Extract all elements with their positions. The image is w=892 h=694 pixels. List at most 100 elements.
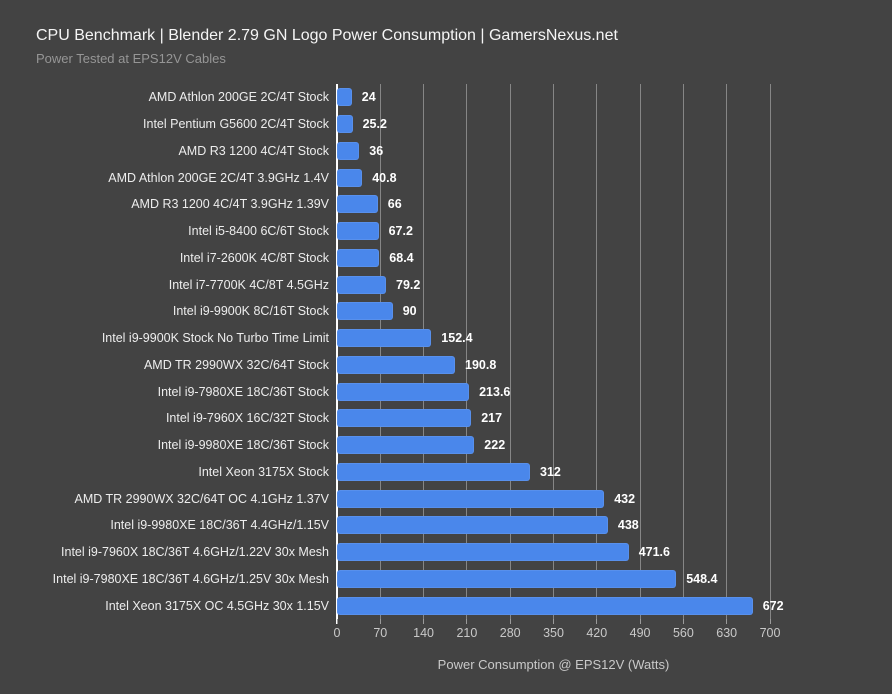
category-label: Intel i9-7960X 18C/36T 4.6GHz/1.22V 30x …: [61, 545, 329, 560]
bar: [337, 543, 629, 562]
value-label: 67.2: [388, 224, 413, 239]
value-label: 90: [402, 304, 417, 319]
x-tick-label: 630: [716, 626, 738, 640]
y-axis-baseline: [336, 84, 338, 624]
x-tick-label: 700: [759, 626, 781, 640]
bar: [337, 141, 360, 160]
bar-row: Intel i9-7980XE 18C/36T Stock 213.6: [0, 378, 892, 405]
bar-row: Intel i9-9900K 8C/16T Stock 90: [0, 298, 892, 325]
bar-track: 471.6: [337, 543, 892, 562]
bar-row: Intel i9-7980XE 18C/36T 4.6GHz/1.25V 30x…: [0, 566, 892, 593]
bar-track: 190.8: [337, 355, 892, 374]
category-label: Intel Xeon 3175X Stock: [198, 464, 329, 479]
value-label: 432: [614, 491, 636, 506]
value-label: 79.2: [396, 277, 421, 292]
chart-title: CPU Benchmark | Blender 2.79 GN Logo Pow…: [36, 27, 618, 44]
x-tick-mark: [466, 619, 468, 624]
bar-row: Intel i9-7960X 18C/36T 4.6GHz/1.22V 30x …: [0, 539, 892, 566]
bar: [337, 462, 530, 481]
bar-row: AMD R3 1200 4C/4T 3.9GHz 1.39V 66: [0, 191, 892, 218]
bar: [337, 409, 472, 428]
bar-rows: AMD Athlon 200GE 2C/4T Stock 24 Intel Pent…: [0, 84, 892, 619]
bar-row: Intel Xeon 3175X Stock 312: [0, 459, 892, 486]
bar: [337, 115, 353, 134]
value-label: 40.8: [372, 170, 397, 185]
bar-track: 222: [337, 436, 892, 455]
value-label: 471.6: [638, 545, 670, 560]
bar: [337, 222, 379, 241]
category-label: Intel i9-9900K Stock No Turbo Time Limit: [101, 331, 329, 346]
x-tick-mark: [596, 619, 598, 624]
x-axis: 0 70 140 210 280 350 420 490 560 630 700: [334, 619, 892, 659]
bar: [337, 489, 605, 508]
gridline: [379, 84, 381, 619]
bar-track: 66: [337, 195, 892, 214]
value-label: 548.4: [686, 571, 718, 586]
gridline: [553, 84, 554, 619]
x-tick-label: 350: [543, 626, 564, 640]
bar-row: Intel Pentium G5600 2C/4T Stock 25.2: [0, 111, 892, 138]
bar: [337, 195, 378, 214]
gridline: [509, 84, 511, 619]
x-tick-mark: [379, 619, 381, 624]
category-label: AMD Athlon 200GE 2C/4T 3.9GHz 1.4V: [108, 170, 329, 185]
x-tick-mark: [509, 619, 511, 624]
bar: [337, 168, 363, 187]
bar-row: Intel i9-9900K Stock No Turbo Time Limit…: [0, 325, 892, 352]
gridline: [769, 84, 771, 619]
x-tick-mark: [336, 619, 338, 624]
gridline: [466, 84, 468, 619]
bar-row: Intel i7-7700K 4C/8T 4.5GHz 79.2: [0, 271, 892, 298]
value-label: 24: [361, 90, 376, 105]
value-label: 438: [617, 518, 639, 533]
bar-track: 432: [337, 489, 892, 508]
x-tick-mark: [639, 619, 641, 624]
bar-row: Intel i7-2600K 4C/8T Stock 68.4: [0, 245, 892, 272]
bar: [337, 569, 677, 588]
value-label: 68.4: [389, 250, 414, 265]
bar-row: AMD TR 2990WX 32C/64T OC 4.1GHz 1.37V 432: [0, 485, 892, 512]
x-tick-label: 210: [456, 626, 478, 640]
category-label: Intel i9-7980XE 18C/36T Stock: [157, 384, 329, 399]
bar-row: AMD R3 1200 4C/4T Stock 36: [0, 138, 892, 165]
bar-row: Intel Xeon 3175X OC 4.5GHz 30x 1.15V 672: [0, 592, 892, 619]
bar: [337, 516, 608, 535]
gridline-layer: [337, 84, 892, 619]
category-label: Intel i5-8400 6C/6T Stock: [188, 224, 329, 239]
bar-row: Intel i5-8400 6C/6T Stock 67.2: [0, 218, 892, 245]
x-tick-label: 0: [333, 626, 341, 640]
x-tick-label: 490: [629, 626, 651, 640]
value-label: 222: [484, 438, 506, 453]
gridline: [682, 84, 684, 619]
bar-track: 25.2: [337, 115, 892, 134]
bar-track: 68.4: [337, 248, 892, 267]
bar-track: 312: [337, 462, 892, 481]
bar-track: 438: [337, 516, 892, 535]
value-label: 312: [540, 464, 561, 479]
category-label: Intel i9-9900K 8C/16T Stock: [172, 304, 329, 319]
value-label: 25.2: [362, 117, 387, 132]
bar-track: 213.6: [337, 382, 892, 401]
bar-track: 217: [337, 409, 892, 428]
x-tick-mark: [726, 619, 728, 624]
gridline: [639, 84, 641, 619]
gridline: [423, 84, 425, 619]
gridline: [596, 84, 598, 619]
bar: [337, 302, 393, 321]
x-tick-label: 280: [499, 626, 521, 640]
x-axis-title: Power Consumption @ EPS12V (Watts): [437, 657, 670, 672]
gridline: [726, 84, 728, 619]
category-label: Intel Pentium G5600 2C/4T Stock: [143, 117, 329, 132]
x-tick-label: 70: [373, 626, 388, 640]
value-label: 190.8: [465, 357, 497, 372]
category-label: Intel i9-9980XE 18C/36T Stock: [157, 438, 329, 453]
bar: [337, 329, 432, 348]
chart-subtitle: Power Tested at EPS12V Cables: [36, 51, 226, 66]
bar-track: 24: [337, 88, 892, 107]
value-label: 217: [481, 411, 503, 426]
bar-track: 90: [337, 302, 892, 321]
value-label: 152.4: [441, 331, 473, 346]
bar-row: AMD Athlon 200GE 2C/4T 3.9GHz 1.4V 40.8: [0, 164, 892, 191]
bar-row: Intel i9-9980XE 18C/36T Stock 222: [0, 432, 892, 459]
